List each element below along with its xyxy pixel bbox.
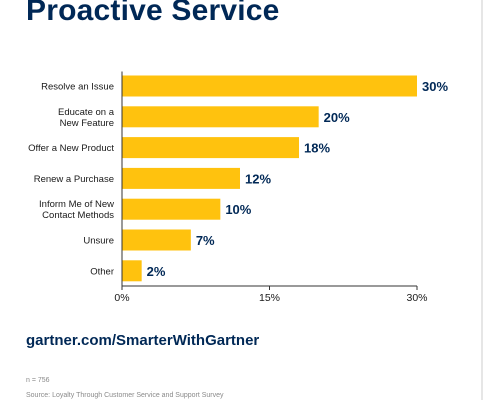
category-label-line: Unsure: [83, 236, 114, 247]
x-tick-label: 15%: [259, 292, 280, 304]
bar: [122, 75, 417, 97]
sample-size-note: n = 756: [26, 377, 50, 384]
category-label: Renew a Purchase: [34, 174, 114, 185]
bar-value-label: 12%: [245, 171, 271, 186]
bar-value-label: 18%: [304, 141, 330, 156]
category-label-line: Other: [90, 266, 114, 277]
page-title: Proactive Service: [26, 0, 280, 27]
category-label: Offer a New Product: [28, 143, 114, 154]
bar: [122, 137, 299, 159]
footer-url: gartner.com/SmarterWithGartner: [26, 332, 260, 349]
category-label-line: Resolve an Issue: [41, 82, 114, 93]
category-label-line: Offer a New Product: [28, 143, 114, 154]
bar-value-label: 7%: [196, 233, 215, 248]
category-label-line: Renew a Purchase: [34, 174, 114, 185]
bar: [122, 167, 240, 189]
bar-value-label: 10%: [225, 202, 251, 217]
bar-value-label: 30%: [422, 79, 448, 94]
bar: [122, 260, 142, 282]
bar: [122, 198, 221, 220]
category-label: Educate on a New Feature: [58, 107, 115, 129]
bar-value-label: 20%: [324, 110, 350, 125]
source-note: Source: Loyalty Through Customer Service…: [26, 392, 224, 399]
x-tick-label: 30%: [406, 292, 427, 304]
bar: [122, 106, 319, 128]
category-label-line: New Feature: [60, 118, 114, 129]
category-label-line: Inform Me of New: [39, 199, 114, 210]
bar: [122, 229, 191, 251]
bar-chart: 30% Resolve an Issue 20% Educate on a New Fe…: [28, 71, 448, 304]
category-label-line: Educate on a: [58, 107, 115, 118]
right-edge-divider: [481, 0, 483, 400]
category-label: Unsure: [83, 236, 114, 247]
category-label: Other: [90, 266, 114, 277]
category-label: Resolve an Issue: [41, 82, 114, 93]
x-tick-label: 0%: [114, 292, 129, 304]
bar-value-label: 2%: [147, 264, 166, 279]
category-label-line: Contact Methods: [42, 210, 114, 221]
category-label: Inform Me of New Contact Methods: [39, 199, 114, 221]
